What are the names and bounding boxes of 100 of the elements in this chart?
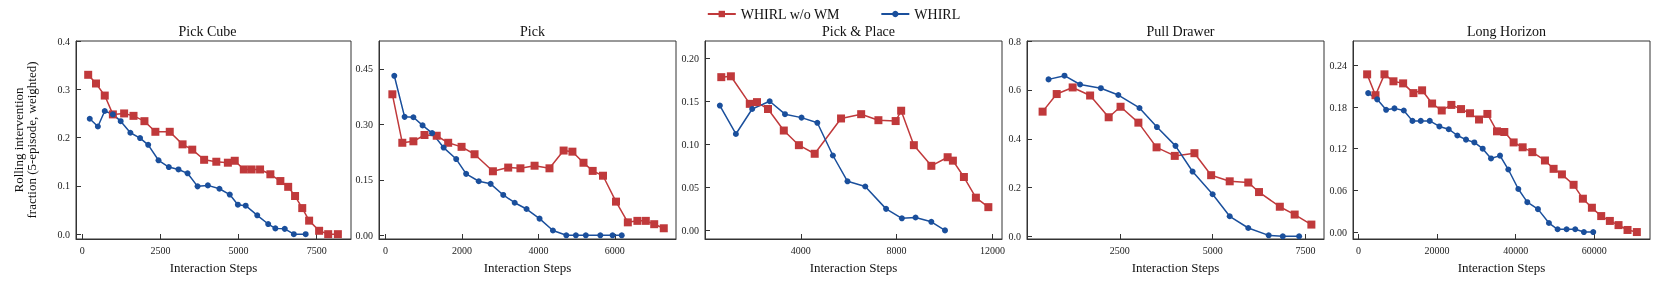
x-tick-label: 2000 bbox=[451, 244, 472, 256]
point bbox=[216, 185, 223, 192]
point bbox=[444, 138, 453, 147]
point bbox=[117, 118, 124, 125]
point bbox=[284, 182, 293, 191]
point bbox=[212, 157, 221, 166]
point bbox=[814, 119, 821, 126]
point bbox=[1515, 185, 1522, 192]
point bbox=[1115, 92, 1122, 99]
point bbox=[475, 178, 482, 185]
point bbox=[137, 135, 144, 142]
point bbox=[463, 170, 470, 177]
point bbox=[1587, 203, 1596, 212]
point bbox=[94, 123, 101, 130]
point bbox=[127, 129, 134, 136]
point bbox=[752, 98, 761, 107]
y-tick-label: 0.1 bbox=[57, 180, 70, 192]
x-tick-label: 2500 bbox=[1109, 244, 1130, 256]
point bbox=[1418, 86, 1427, 95]
point bbox=[1428, 99, 1437, 108]
point bbox=[266, 170, 275, 179]
point bbox=[457, 142, 466, 151]
point bbox=[175, 166, 182, 173]
point bbox=[84, 70, 93, 79]
y-tick-label: 0.00 bbox=[1329, 226, 1347, 238]
y-tick-label: 0.00 bbox=[355, 229, 373, 241]
point bbox=[659, 224, 668, 233]
point bbox=[204, 182, 211, 189]
point bbox=[1365, 90, 1372, 97]
point bbox=[942, 227, 948, 234]
point bbox=[1554, 226, 1561, 233]
x-axis-title: Interaction Steps bbox=[483, 260, 572, 275]
point bbox=[333, 230, 342, 239]
point bbox=[891, 117, 900, 126]
point bbox=[1190, 149, 1199, 158]
x-tick-label: 7500 bbox=[306, 244, 327, 256]
y-axis-title: Rolling intervention fraction (5-episode, weighted) bbox=[11, 61, 39, 219]
point bbox=[1374, 96, 1381, 103]
point bbox=[1534, 206, 1541, 213]
x-tick-label: 4000 bbox=[790, 244, 811, 256]
point bbox=[1399, 79, 1408, 88]
point bbox=[315, 226, 324, 235]
point bbox=[897, 106, 906, 115]
point bbox=[633, 216, 642, 225]
x-tick-label: 12000 bbox=[979, 244, 1005, 256]
point bbox=[1038, 107, 1047, 116]
point bbox=[545, 164, 554, 173]
point bbox=[1597, 212, 1606, 221]
point bbox=[226, 191, 233, 198]
point bbox=[429, 130, 436, 137]
point bbox=[1290, 210, 1299, 219]
point bbox=[779, 126, 788, 135]
point bbox=[1152, 143, 1161, 152]
point bbox=[1061, 72, 1068, 79]
point bbox=[504, 163, 513, 172]
point bbox=[1275, 202, 1284, 211]
y-tick-label: 0.24 bbox=[1329, 59, 1347, 71]
point bbox=[530, 161, 539, 170]
x-tick-label: 40000 bbox=[1503, 244, 1529, 256]
chart-title: Pick Cube bbox=[178, 23, 237, 39]
point bbox=[409, 137, 418, 146]
point bbox=[810, 149, 819, 158]
point bbox=[1528, 148, 1537, 157]
x-axis-title: Interaction Steps bbox=[169, 260, 258, 275]
point bbox=[609, 232, 616, 239]
point bbox=[1189, 168, 1196, 175]
point bbox=[971, 193, 980, 202]
point bbox=[1545, 220, 1552, 227]
x-axis-title: Interaction Steps bbox=[809, 260, 898, 275]
point bbox=[1363, 70, 1372, 79]
point bbox=[1447, 100, 1456, 109]
point bbox=[766, 98, 773, 105]
point bbox=[1172, 142, 1179, 149]
point bbox=[1605, 216, 1614, 225]
point bbox=[1409, 89, 1418, 98]
point bbox=[749, 106, 756, 113]
point bbox=[1488, 155, 1495, 162]
point bbox=[837, 114, 846, 123]
y-tick-label: 0.8 bbox=[1008, 35, 1021, 47]
point bbox=[1380, 70, 1389, 79]
point bbox=[1436, 123, 1443, 130]
point bbox=[857, 110, 866, 119]
x-axis-title: Interaction Steps bbox=[1131, 260, 1220, 275]
point bbox=[568, 147, 577, 156]
point bbox=[1068, 83, 1077, 92]
y-tick-label: 0.15 bbox=[355, 174, 373, 186]
point bbox=[1052, 90, 1061, 99]
point bbox=[194, 183, 201, 190]
point bbox=[1153, 124, 1160, 131]
x-tick-label: 0 bbox=[383, 244, 388, 256]
point bbox=[1296, 233, 1303, 240]
point bbox=[86, 115, 93, 122]
point bbox=[1077, 81, 1084, 88]
point bbox=[1463, 136, 1470, 143]
point bbox=[1509, 138, 1518, 147]
point bbox=[862, 183, 869, 190]
y-tick-label: 0.10 bbox=[681, 138, 699, 150]
point bbox=[898, 215, 905, 222]
point bbox=[641, 216, 650, 225]
y-tick-label: 0.20 bbox=[681, 52, 699, 64]
